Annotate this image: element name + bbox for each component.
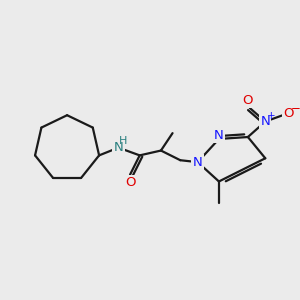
- Text: N: N: [193, 156, 202, 169]
- Text: H: H: [119, 136, 128, 146]
- Text: −: −: [290, 101, 300, 115]
- Text: N: N: [114, 141, 123, 154]
- Text: O: O: [283, 107, 294, 120]
- Text: N: N: [214, 129, 224, 142]
- Text: +: +: [267, 111, 275, 121]
- Text: O: O: [243, 94, 253, 107]
- Text: N: N: [260, 115, 270, 128]
- Text: O: O: [125, 176, 135, 189]
